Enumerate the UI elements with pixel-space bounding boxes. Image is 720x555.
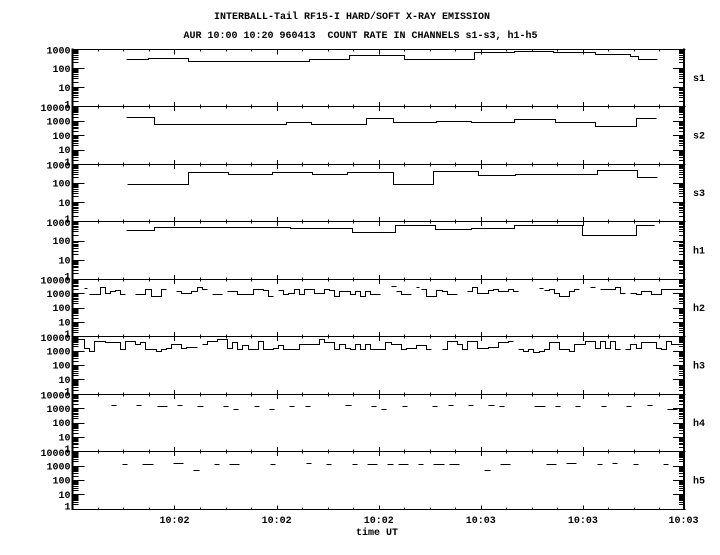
svg-text:10:03: 10:03 [668, 516, 698, 527]
svg-text:10000: 10000 [40, 104, 70, 115]
svg-text:10: 10 [58, 319, 70, 330]
svg-text:1: 1 [64, 445, 70, 456]
svg-text:10: 10 [58, 146, 70, 157]
svg-text:s1: s1 [693, 74, 705, 85]
svg-text:10000: 10000 [40, 334, 70, 345]
svg-text:10:02: 10:02 [262, 516, 292, 527]
svg-text:100: 100 [52, 304, 70, 315]
svg-text:1: 1 [64, 158, 70, 169]
svg-text:h1: h1 [693, 246, 705, 258]
svg-text:h4: h4 [693, 418, 705, 430]
svg-text:100: 100 [52, 132, 70, 143]
svg-text:s3: s3 [693, 189, 705, 200]
svg-text:INTERBALL-Tail RF15-I HARD/SOF: INTERBALL-Tail RF15-I HARD/SOFT X-RAY EM… [214, 11, 490, 23]
svg-text:h5: h5 [693, 476, 705, 488]
svg-text:10000: 10000 [40, 277, 70, 288]
svg-text:1: 1 [64, 503, 70, 514]
svg-text:1000: 1000 [46, 405, 70, 416]
svg-text:h3: h3 [693, 361, 705, 373]
svg-text:AUR 10:00 10:20 960413 COUNT: AUR 10:00 10:20 960413 COUNT RATE IN CHA… [183, 30, 537, 42]
svg-text:h2: h2 [693, 303, 705, 315]
svg-text:100: 100 [52, 180, 70, 191]
svg-text:s2: s2 [693, 132, 705, 143]
svg-text:10: 10 [58, 491, 70, 502]
svg-text:10:02: 10:02 [364, 516, 394, 527]
svg-text:1: 1 [64, 215, 70, 226]
svg-text:1000: 1000 [46, 47, 70, 58]
svg-text:100: 100 [52, 477, 70, 488]
svg-text:100: 100 [52, 65, 70, 76]
svg-text:10:02: 10:02 [159, 516, 189, 527]
svg-text:10: 10 [58, 84, 70, 95]
svg-text:10:03: 10:03 [466, 516, 496, 527]
svg-text:10: 10 [58, 256, 70, 267]
svg-text:1: 1 [64, 273, 70, 284]
svg-text:100: 100 [52, 237, 70, 248]
svg-text:10: 10 [58, 199, 70, 210]
svg-text:1000: 1000 [46, 347, 70, 358]
svg-text:100: 100 [52, 362, 70, 373]
svg-text:10:03: 10:03 [568, 516, 598, 527]
svg-text:1: 1 [64, 330, 70, 341]
svg-text:1000: 1000 [46, 117, 70, 128]
svg-text:100: 100 [52, 419, 70, 430]
svg-text:1000: 1000 [46, 162, 70, 173]
svg-text:10: 10 [58, 434, 70, 445]
svg-text:1000: 1000 [46, 462, 70, 473]
svg-text:10: 10 [58, 376, 70, 387]
svg-text:10000: 10000 [40, 391, 70, 402]
svg-text:1: 1 [64, 388, 70, 399]
svg-text:10000: 10000 [40, 449, 70, 460]
svg-text:1000: 1000 [46, 219, 70, 230]
svg-text:1: 1 [64, 100, 70, 111]
svg-text:time UT: time UT [356, 527, 398, 539]
svg-text:1000: 1000 [46, 290, 70, 301]
